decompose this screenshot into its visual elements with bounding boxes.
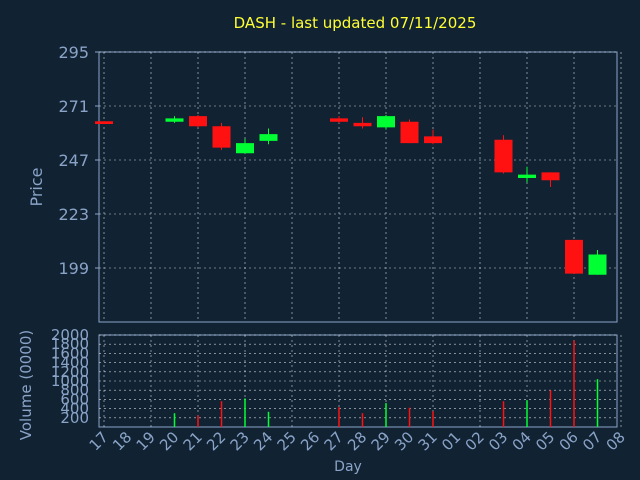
price-tick-label: 295 [58, 43, 89, 62]
price-plot-frame [98, 51, 618, 323]
x-axis-label: Day [334, 459, 362, 475]
candle-body [95, 121, 113, 124]
x-tick-label: 24 [250, 428, 276, 454]
price-tick-label: 223 [58, 205, 89, 224]
x-tick-label: 20 [156, 428, 182, 454]
candle-body [377, 116, 395, 128]
x-tick-label: 30 [391, 428, 417, 454]
candle-body [165, 118, 184, 122]
x-tick-label: 27 [321, 428, 347, 454]
x-tick-label: 23 [227, 428, 253, 454]
x-tick-label: 29 [368, 428, 394, 454]
candle-body [236, 143, 254, 154]
volume-bar [526, 400, 528, 427]
x-tick-label: 06 [556, 428, 582, 454]
candle-body [494, 139, 513, 173]
candle-body [541, 172, 560, 181]
x-tick-label: 04 [509, 428, 535, 454]
volume-bar [197, 415, 199, 427]
candle-body [400, 121, 419, 144]
x-tick-label: 03 [485, 428, 511, 454]
price-tick-label: 271 [58, 97, 89, 116]
candle-body [588, 254, 607, 275]
volume-tick-label: 1200 [51, 363, 89, 381]
volume-bar [173, 413, 176, 427]
x-tick-label: 22 [203, 428, 229, 454]
volume-tick-label: 200 [60, 409, 89, 427]
candle-body [353, 122, 372, 127]
volume-bar [596, 379, 599, 427]
x-tick-label: 02 [462, 428, 488, 454]
volume-bar [385, 403, 387, 427]
x-tick-label: 31 [415, 428, 441, 454]
candle-body [330, 118, 348, 122]
volume-bar [220, 401, 223, 427]
candle-body [518, 174, 536, 178]
price-axis-label: Price [27, 167, 46, 206]
volume-bar [361, 413, 364, 427]
volume-bar [502, 401, 505, 427]
x-tick-label: 08 [603, 428, 629, 454]
x-tick-label: 17 [86, 428, 112, 454]
chart-title: DASH - last updated 07/11/2025 [233, 14, 477, 32]
volume-tick-label: 1600 [51, 344, 89, 362]
volume-bar [244, 398, 246, 427]
volume-tick-label: 600 [60, 390, 89, 408]
x-tick-label: 21 [180, 428, 206, 454]
x-tick-label: 18 [109, 428, 135, 454]
x-tick-label: 05 [532, 428, 558, 454]
price-tick-label: 247 [58, 151, 89, 170]
volume-tick-label: 1800 [51, 335, 89, 353]
candle-body [565, 239, 583, 274]
volume-tick-label: 1400 [51, 354, 89, 372]
volume-bar [549, 390, 552, 427]
x-tick-label: 07 [579, 428, 605, 454]
candle-body [189, 116, 207, 127]
candle-body [212, 126, 231, 148]
volume-tick-label: 1000 [51, 372, 89, 390]
x-tick-label: 25 [274, 428, 300, 454]
volume-tick-label: 2000 [51, 326, 89, 344]
volume-bar [432, 411, 434, 427]
candle-body [259, 134, 278, 141]
price-tick-label: 199 [58, 259, 89, 278]
candle-body [424, 136, 442, 144]
x-tick-label: 19 [133, 428, 159, 454]
volume-bar [573, 340, 575, 427]
volume-tick-label: 400 [60, 400, 89, 418]
volume-axis-label: Volume (0000) [17, 330, 35, 440]
volume-bar [267, 411, 270, 427]
volume-tick-label: 800 [60, 381, 89, 399]
x-tick-label: 28 [344, 428, 370, 454]
volume-bar [338, 407, 340, 427]
x-tick-label: 01 [438, 428, 464, 454]
volume-bar [408, 407, 411, 427]
x-tick-label: 26 [297, 428, 323, 454]
